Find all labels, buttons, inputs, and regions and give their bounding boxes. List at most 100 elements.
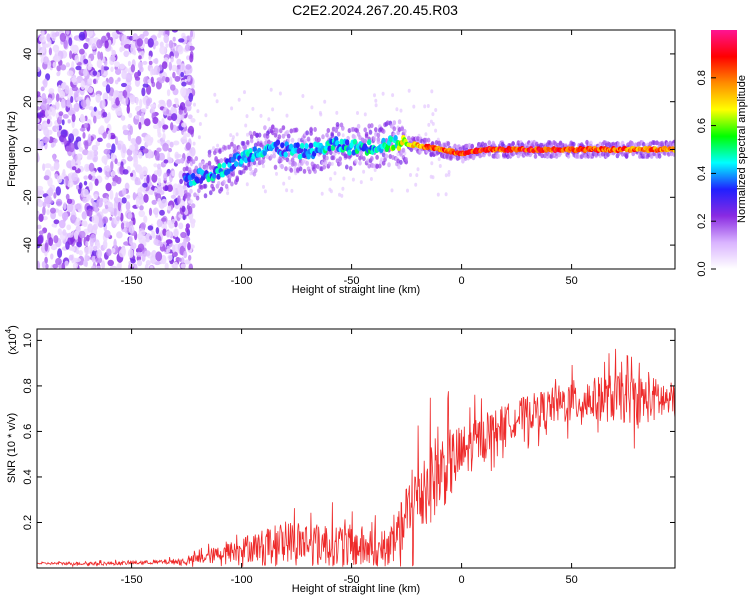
noise-blob	[162, 228, 167, 236]
noise-blob	[37, 185, 44, 191]
noise-blob	[43, 127, 49, 137]
ridge-halo	[397, 119, 402, 125]
noise-blob	[80, 80, 86, 90]
sparse-blob	[340, 193, 344, 198]
ridge-point	[308, 142, 314, 149]
noise-blob	[78, 250, 83, 256]
noise-blob	[98, 167, 103, 173]
noise-blob	[127, 155, 133, 162]
noise-blob	[150, 255, 157, 265]
ridge-halo	[323, 160, 328, 166]
spectrogram-x-tick-label: 0	[459, 275, 465, 287]
noise-blob	[108, 95, 113, 101]
noise-blob	[105, 204, 108, 210]
sparse-blob	[290, 188, 294, 193]
noise-blob	[113, 238, 117, 249]
sparse-blob	[431, 121, 435, 126]
ridge-point	[306, 153, 311, 160]
noise-blob	[87, 133, 92, 143]
noise-blob	[79, 48, 85, 55]
sparse-blob	[263, 189, 267, 194]
noise-blob	[93, 150, 99, 157]
ridge-halo	[533, 153, 538, 159]
noise-blob	[43, 56, 49, 65]
ridge-halo	[429, 152, 434, 158]
ridge-halo	[203, 183, 208, 189]
noise-blob	[44, 242, 48, 252]
ridge-halo	[222, 179, 226, 185]
noise-blob	[120, 222, 125, 230]
noise-blob	[122, 89, 128, 99]
colorbar-ticks: 0.0 0.2 0.4 0.6 0.8	[696, 70, 716, 277]
ridge-halo	[401, 147, 406, 153]
noise-blob	[111, 181, 117, 187]
snr-y-tick-label: 0.4	[22, 469, 34, 484]
noise-blob	[38, 230, 44, 235]
noise-blob	[48, 88, 55, 94]
ridge-halo	[195, 195, 200, 201]
ridge-halo	[396, 158, 401, 164]
noise-blob	[157, 132, 162, 138]
noise-blob	[65, 30, 70, 35]
noise-blob	[180, 263, 186, 269]
noise-blob	[187, 114, 193, 120]
noise-blob	[124, 182, 130, 191]
noise-blob	[142, 182, 148, 188]
noise-blob	[48, 47, 53, 56]
ridge-halo	[297, 137, 302, 143]
noise-blob	[133, 263, 138, 269]
noise-blob	[75, 217, 81, 227]
noise-blob	[107, 259, 114, 267]
spectrogram-x-ticks: -150 -100 -50 0 50	[121, 30, 578, 287]
ridge-halo	[216, 159, 221, 165]
ridge-point	[283, 151, 288, 158]
noise-blob	[145, 237, 150, 243]
noise-blob	[165, 43, 169, 48]
noise-blob	[68, 37, 73, 46]
sparse-blob	[329, 189, 333, 194]
noise-blob	[37, 118, 40, 124]
ridge-halo	[243, 144, 247, 150]
noise-blob	[76, 184, 80, 190]
noise-blob	[168, 40, 174, 49]
ridge-halo	[672, 151, 675, 157]
noise-blob	[85, 84, 89, 92]
ridge-halo	[368, 129, 373, 135]
noise-blob	[120, 115, 126, 121]
sparse-blob	[244, 123, 248, 128]
noise-blob	[171, 113, 178, 122]
noise-blob	[81, 211, 87, 220]
snr-y-tick-label: 0.6	[22, 424, 34, 439]
noise-blob	[111, 143, 116, 154]
ridge-halo	[576, 153, 580, 159]
ridge-halo	[341, 125, 345, 131]
noise-blob	[57, 84, 62, 94]
sparse-blob	[431, 175, 435, 180]
ridge-halo	[313, 127, 317, 132]
noise-blob	[52, 263, 59, 269]
noise-blob	[38, 35, 46, 43]
noise-blob	[71, 44, 79, 54]
sparse-blob	[278, 91, 282, 96]
noise-blob	[175, 237, 181, 244]
noise-blob	[174, 204, 180, 210]
noise-blob	[67, 119, 71, 124]
noise-blob	[48, 237, 54, 247]
noise-blob	[59, 90, 66, 99]
noise-blob	[73, 104, 78, 111]
noise-blob	[186, 75, 191, 82]
ridge-halo	[487, 140, 492, 146]
noise-blob	[129, 125, 133, 135]
noise-blob	[85, 37, 90, 42]
noise-blob	[37, 112, 44, 118]
ridge-point	[299, 142, 305, 149]
noise-blob	[162, 124, 169, 130]
ridge-point	[391, 144, 396, 151]
noise-blob	[178, 38, 185, 43]
ridge-point	[330, 144, 336, 151]
snr-y-tick-label: 1.0	[22, 333, 34, 348]
noise-blob	[97, 51, 101, 60]
sparse-blob	[330, 161, 334, 166]
spectrogram-y-tick-label: 40	[22, 48, 34, 60]
noise-blob	[102, 208, 107, 214]
